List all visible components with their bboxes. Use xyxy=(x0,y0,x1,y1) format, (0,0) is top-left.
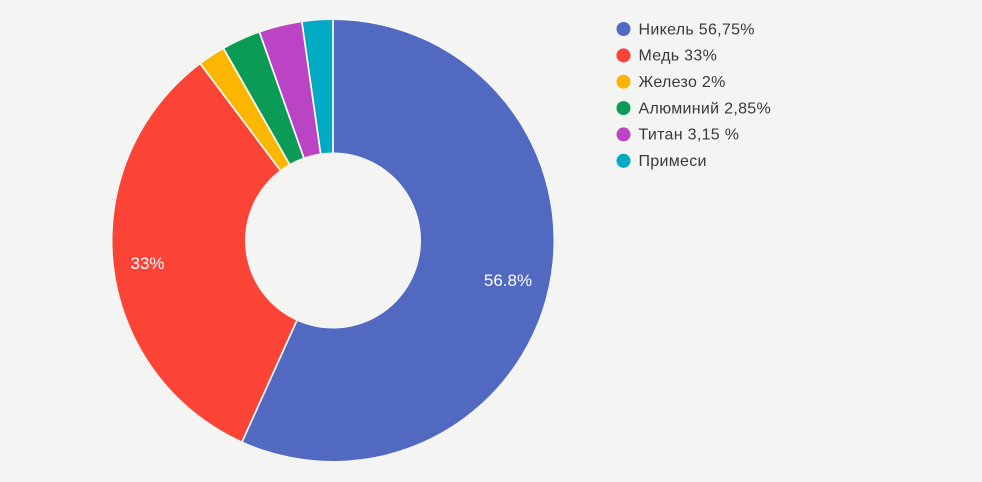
svg-text:Никель 56,75%: Никель 56,75% xyxy=(639,21,755,38)
svg-text:Медь 33%: Медь 33% xyxy=(639,48,718,65)
svg-text:Титан 3,15 %: Титан 3,15 % xyxy=(639,127,740,144)
svg-text:Железо 2%: Железо 2% xyxy=(639,74,726,91)
svg-text:56.8%: 56.8% xyxy=(484,271,532,290)
svg-text:Алюминий 2,85%: Алюминий 2,85% xyxy=(639,100,772,117)
svg-text:Примеси: Примеси xyxy=(639,153,707,170)
svg-text:33%: 33% xyxy=(130,254,164,273)
